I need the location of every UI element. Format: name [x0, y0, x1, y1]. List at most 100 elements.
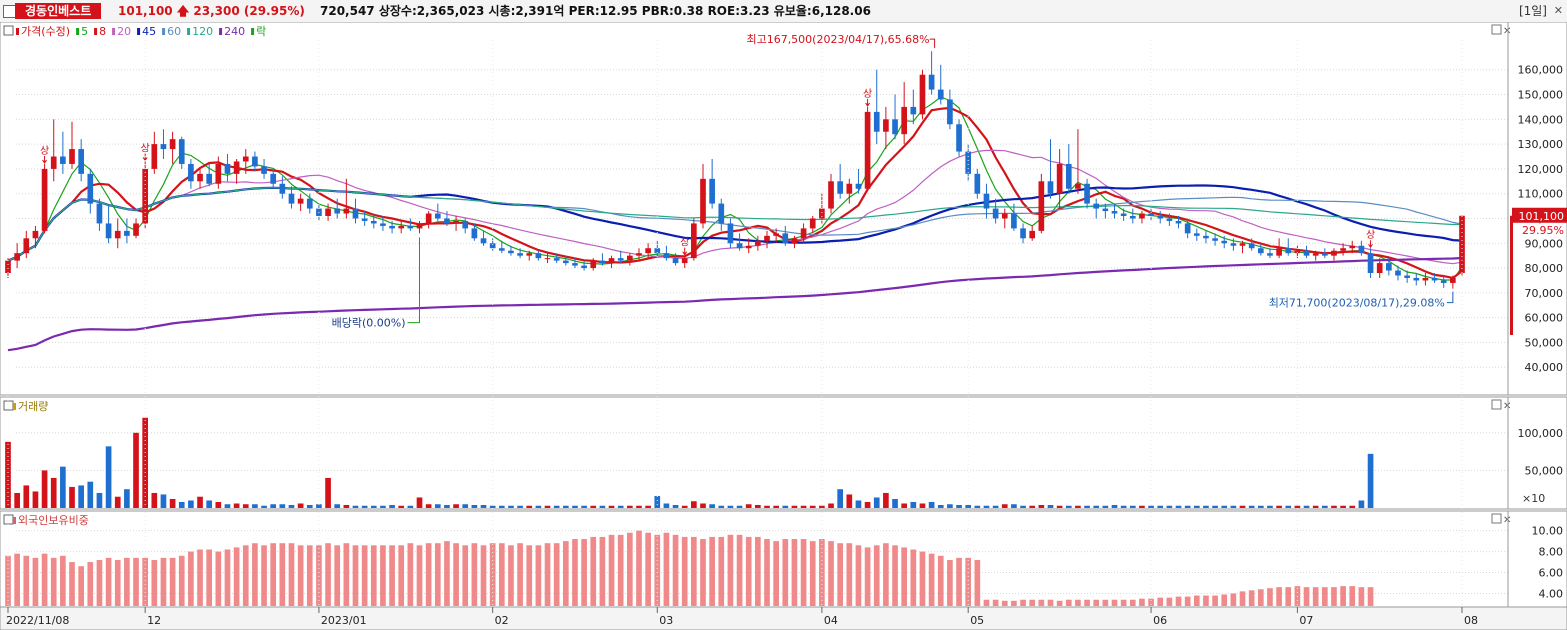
candle: [1285, 238, 1292, 256]
candle-body: [672, 258, 679, 264]
maximize-panel-icon[interactable]: [1491, 24, 1502, 35]
foreign-bar: [316, 545, 322, 606]
foreign-bar: [1129, 599, 1136, 606]
candle: [87, 168, 94, 214]
candle-body: [50, 156, 57, 169]
volume-bar: [23, 485, 30, 508]
candle-body: [508, 250, 514, 254]
legend-label-1[interactable]: 5: [81, 25, 88, 38]
volume-unit: ×10: [1522, 492, 1545, 505]
legend-label-8[interactable]: 락: [256, 25, 266, 38]
legend-label-6[interactable]: 120: [192, 25, 213, 38]
legend-label-7[interactable]: 240: [224, 25, 245, 38]
panel-controls[interactable]: ✕: [1491, 24, 1511, 37]
period-selector[interactable]: [1일]: [1518, 4, 1547, 18]
candle: [215, 156, 222, 189]
candle-body: [389, 225, 395, 229]
foreign-bar: [892, 545, 898, 606]
moving-average-lines: [7, 96, 1463, 352]
candle-body: [279, 183, 286, 194]
volume-bars: [5, 417, 1374, 508]
volume-bar: [1367, 453, 1374, 508]
volume-bar: [928, 501, 935, 508]
volume-bar: [380, 505, 386, 508]
stock-name[interactable]: 경동인베스트: [15, 3, 102, 19]
maximize-volume-icon[interactable]: [1491, 399, 1502, 410]
legend-label-4[interactable]: 45: [142, 25, 156, 38]
candle: [755, 235, 761, 251]
candle: [572, 258, 578, 269]
panel-menu-icon[interactable]: [3, 25, 14, 36]
volume-bar: [1038, 504, 1045, 508]
legend-label-3[interactable]: 20: [117, 25, 131, 38]
foreign-bar: [444, 541, 450, 606]
candle: [974, 168, 981, 199]
candle-body: [178, 139, 185, 164]
volume-bar: [197, 496, 203, 508]
candle-body: [1184, 223, 1191, 234]
legend-label-5[interactable]: 60: [167, 25, 181, 38]
candle-body: [782, 233, 789, 244]
volume-bar: [773, 505, 779, 508]
foreign-bar: [480, 545, 487, 606]
candle: [151, 131, 158, 174]
volume-bar: [389, 504, 395, 508]
close-volume-icon[interactable]: ✕: [1503, 401, 1511, 412]
candle: [252, 151, 258, 172]
foreign-bar: [562, 541, 569, 606]
foreign-tick-label: 8.00: [1539, 546, 1564, 559]
candle-body: [1148, 213, 1154, 216]
x-tick-label: 06: [1153, 614, 1167, 627]
foreign-bar: [864, 547, 871, 606]
legend-label-0[interactable]: 가격(수정): [21, 25, 70, 38]
candle: [1212, 233, 1218, 246]
candle-body: [306, 198, 313, 209]
volume-bar: [1056, 505, 1063, 508]
candle: [562, 255, 569, 266]
foreign-bar: [974, 559, 981, 606]
volume-bar: [526, 505, 533, 508]
volume-bar: [1129, 505, 1136, 508]
price-tick-label: 70,000: [1525, 287, 1564, 300]
candle: [398, 220, 405, 234]
volume-bar: [782, 505, 789, 508]
candle-body: [480, 238, 487, 244]
candle: [983, 183, 990, 219]
candle-body: [681, 258, 688, 264]
candle-body: [87, 173, 94, 204]
candle: [828, 173, 834, 214]
foreign-bar: [508, 545, 514, 606]
foreign-bar: [654, 534, 661, 606]
foreign-bar: [617, 534, 624, 606]
price-legend: 가격(수정) 5 8 20 45 60 120 240 락: [16, 25, 266, 38]
candle: [1431, 273, 1438, 283]
foreign-bar: [124, 557, 130, 606]
maximize-foreign-icon[interactable]: [1491, 513, 1502, 524]
close-foreign-icon[interactable]: ✕: [1503, 515, 1511, 526]
candle-body: [1285, 248, 1292, 254]
candle: [892, 94, 898, 140]
candle-body: [1157, 216, 1164, 219]
volume-bar: [32, 491, 39, 508]
low-annotation: 최저71,700(2023/08/17),29.08%: [1269, 297, 1445, 310]
candle: [343, 178, 350, 219]
candle: [736, 233, 743, 251]
volume-bar: [947, 504, 953, 508]
candle-body: [105, 223, 112, 239]
volume-bar: [572, 505, 578, 508]
candle: [1203, 230, 1209, 244]
volume-bar: [736, 505, 743, 508]
close-panel-icon[interactable]: ✕: [1503, 26, 1511, 37]
x-axis-bar: [0, 606, 1567, 630]
limit-up-marker: 상: [1366, 229, 1375, 241]
volume-bar: [444, 504, 450, 508]
candle: [224, 154, 231, 182]
legend-label-2[interactable]: 8: [99, 25, 106, 38]
foreign-bar: [462, 545, 469, 606]
close-icon[interactable]: ✕: [1553, 4, 1563, 17]
volume-legend-label: 거래량: [18, 400, 48, 413]
foreign-bar: [1321, 587, 1328, 606]
candle: [96, 198, 103, 231]
legend-swatch: [219, 28, 223, 35]
candle: [947, 89, 953, 130]
